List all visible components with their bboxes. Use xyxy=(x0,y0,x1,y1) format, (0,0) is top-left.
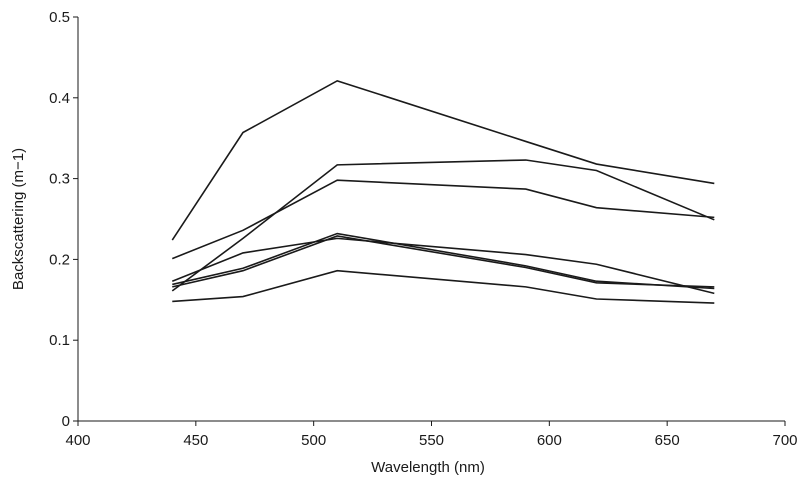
y-axis-title: Backscattering (m−1) xyxy=(10,148,27,290)
x-tick-label: 450 xyxy=(183,432,208,449)
series-line-1 xyxy=(171,79,715,241)
y-tick-label: 0.1 xyxy=(49,332,70,349)
y-tick-label: 0.5 xyxy=(49,9,70,26)
y-axis: 0 0.1 0.2 0.3 0.4 0.5 xyxy=(49,9,79,430)
y-tick-label: 0.2 xyxy=(49,251,70,268)
y-tick-label: 0.3 xyxy=(49,171,70,188)
series-line-7 xyxy=(172,269,715,304)
series-line-6 xyxy=(172,235,715,288)
x-axis: 400 450 500 550 600 650 700 xyxy=(65,420,798,449)
series-line-3 xyxy=(171,179,715,260)
series-line-5 xyxy=(172,232,715,290)
x-tick-label: 700 xyxy=(772,432,797,449)
y-tick-label: 0 xyxy=(62,413,70,430)
series-line-2 xyxy=(171,159,715,292)
series-group xyxy=(171,79,715,304)
x-tick-label: 650 xyxy=(655,432,680,449)
x-tick-label: 600 xyxy=(537,432,562,449)
y-tick-label: 0.4 xyxy=(49,90,70,107)
x-tick-label: 550 xyxy=(419,432,444,449)
x-tick-label: 400 xyxy=(65,432,90,449)
x-axis-title: Wavelength (nm) xyxy=(371,459,485,476)
series-line-4 xyxy=(171,237,715,295)
x-tick-label: 500 xyxy=(301,432,326,449)
